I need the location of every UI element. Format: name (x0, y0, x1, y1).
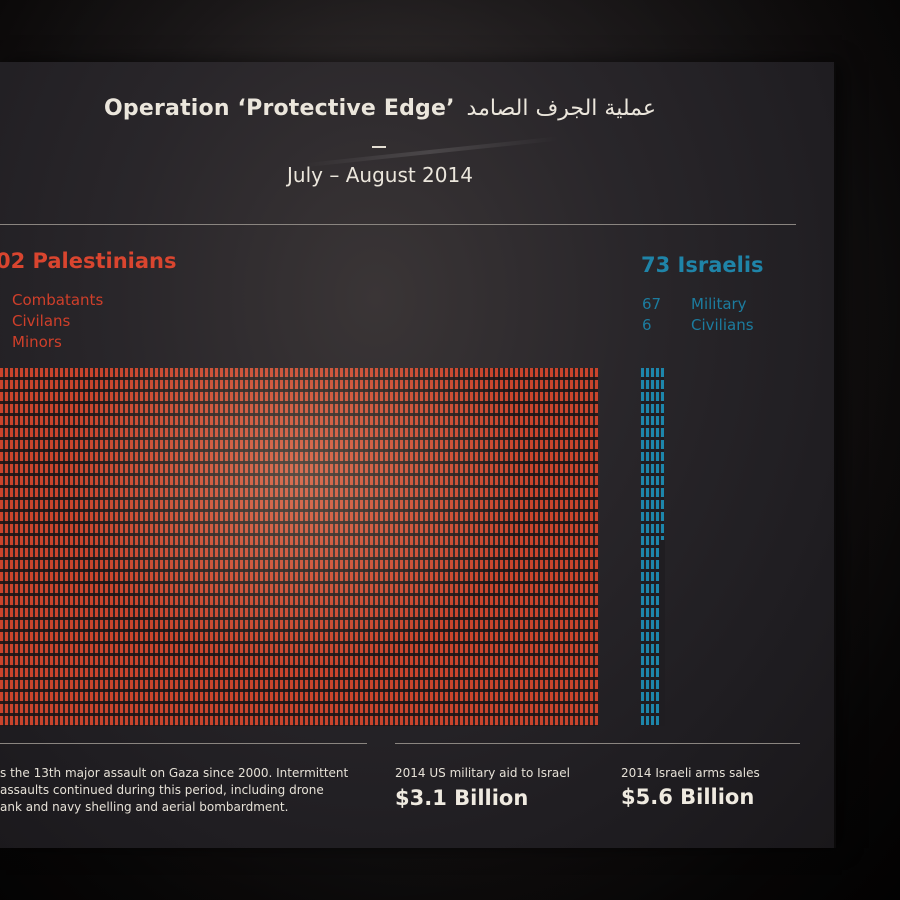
bottom-divider-left (0, 743, 367, 744)
israeli-figures-grid (641, 368, 664, 726)
us-aid-value: $3.1 Billion (395, 786, 529, 810)
footer-line-1: s the 13th major assault on Gaza since 2… (0, 766, 349, 780)
panel-title: Operation ‘Protective Edge’ عملية الجرف … (0, 96, 760, 121)
legend-civilians: Civilans (12, 312, 71, 330)
palestinian-figures-grid (0, 368, 598, 726)
israeli-figures-gap (659, 540, 665, 726)
civilians-label: Civilians (691, 316, 754, 334)
legend-row-military: 67 Military (642, 294, 754, 315)
military-count: 67 (642, 295, 662, 313)
palestinians-heading: 02 Palestinians (0, 249, 177, 273)
title-english: Operation ‘Protective Edge’ (104, 96, 455, 121)
israelis-legend: 67 Military 6 Civilians (642, 294, 754, 336)
military-label: Military (691, 295, 747, 313)
bottom-divider-right (395, 743, 800, 744)
palestinians-legend: Combatants Civilans Minors (12, 290, 103, 353)
israelis-heading: 73 Israelis (641, 253, 764, 277)
arms-sales-label: 2014 Israeli arms sales (621, 766, 760, 780)
us-aid-label: 2014 US military aid to Israel (395, 766, 570, 780)
footer-description: s the 13th major assault on Gaza since 2… (0, 765, 360, 816)
panel-subtitle: July – August 2014 (287, 163, 473, 187)
title-divider (372, 146, 386, 148)
legend-combatants: Combatants (12, 291, 104, 309)
legend-row-civilians: 6 Civilians (642, 315, 754, 336)
footer-line-2: assaults continued during this period, i… (0, 783, 324, 797)
footer-line-3: ank and navy shelling and aerial bombard… (0, 800, 289, 814)
arms-sales-value: $5.6 Billion (621, 785, 755, 809)
title-arabic: عملية الجرف الصامد (466, 96, 656, 121)
top-divider-line (0, 224, 796, 225)
legend-minors: Minors (12, 333, 62, 351)
civilians-count: 6 (642, 316, 652, 334)
